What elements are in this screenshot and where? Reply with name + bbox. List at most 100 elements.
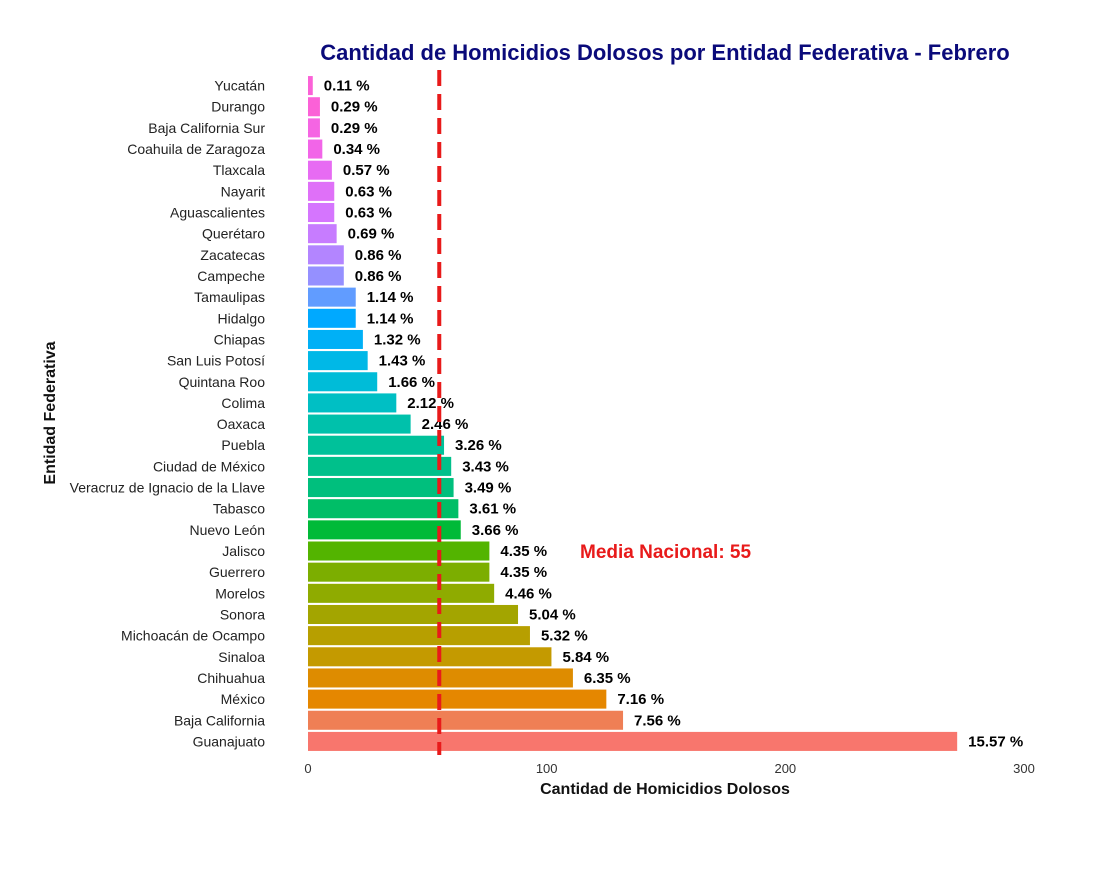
bar (308, 435, 445, 455)
category-label: Chihuahua (197, 670, 265, 686)
category-label: Quintana Roo (179, 374, 266, 390)
data-label: 7.16 % (617, 691, 664, 708)
data-label: 7.56 % (634, 712, 681, 729)
data-label: 0.29 % (331, 99, 378, 116)
data-label: 0.63 % (345, 183, 392, 200)
data-label: 1.14 % (367, 310, 414, 327)
data-label: 0.11 % (324, 78, 370, 95)
data-label: 6.35 % (584, 670, 631, 687)
data-label: 0.86 % (355, 268, 402, 285)
category-label: Morelos (215, 585, 265, 601)
bar (308, 372, 378, 392)
bar (308, 541, 490, 561)
bar (308, 689, 607, 709)
category-label: Oaxaca (217, 416, 265, 432)
category-label: Durango (211, 99, 265, 115)
bar (308, 710, 624, 730)
data-label: 1.32 % (374, 331, 421, 348)
bar (308, 520, 461, 540)
data-label: 0.86 % (355, 247, 402, 264)
bar (308, 287, 356, 307)
bar (308, 456, 452, 476)
category-label: San Luis Potosí (167, 353, 265, 369)
category-label: Zacatecas (200, 247, 265, 263)
category-label: Nayarit (221, 183, 265, 199)
category-label: Chiapas (214, 331, 265, 347)
mean-label: Media Nacional: 55 (580, 542, 751, 563)
data-label: 5.04 % (529, 606, 576, 623)
category-label: Baja California (174, 712, 265, 728)
x-tick-label: 300 (1013, 761, 1035, 776)
x-tick-label: 200 (774, 761, 796, 776)
data-label: 2.46 % (422, 416, 469, 433)
data-label: 3.26 % (455, 437, 502, 454)
bar (308, 329, 363, 349)
bar (308, 414, 411, 434)
data-label: 0.69 % (348, 226, 395, 243)
value-labels: 0.11 % 0.29 % 0.29 % 0.34 % 0.57 % 0.63 % 0.63… (324, 78, 1023, 751)
data-label: 5.32 % (541, 628, 588, 645)
bar (308, 308, 356, 328)
category-label: Baja California Sur (148, 120, 265, 136)
data-label: 4.35 % (500, 543, 547, 560)
data-label: 2.12 % (407, 395, 454, 412)
bars-group (308, 76, 958, 751)
x-tick-label: 100 (536, 761, 558, 776)
category-label: Tamaulipas (194, 289, 265, 305)
chart-title: Cantidad de Homicidios Dolosos por Entid… (320, 40, 1009, 65)
category-label: Guanajuato (193, 733, 266, 749)
bar (308, 245, 344, 265)
category-label: Aguascalientes (170, 205, 265, 221)
category-label: Tlaxcala (213, 162, 265, 178)
category-label: Campeche (197, 268, 265, 284)
category-label: Nuevo León (189, 522, 265, 538)
data-label: 15.57 % (968, 733, 1023, 750)
bar (308, 266, 344, 286)
x-axis-title: Cantidad de Homicidios Dolosos (540, 781, 790, 798)
data-label: 1.66 % (388, 374, 435, 391)
bar (308, 97, 320, 117)
x-tick-label: 0 (304, 761, 311, 776)
x-axis-ticks: 0 100 200 300 (304, 761, 1034, 776)
category-label: Sinaloa (218, 649, 265, 665)
category-labels: Yucatán Durango Baja California Sur Coahuil… (70, 78, 266, 750)
y-axis-title: Entidad Federativa (42, 341, 59, 484)
bar (308, 224, 337, 244)
data-label: 3.43 % (462, 458, 509, 475)
data-label: 4.35 % (500, 564, 547, 581)
bar (308, 160, 332, 180)
category-label: Jalisco (222, 543, 265, 559)
bar (308, 118, 320, 138)
data-label: 4.46 % (505, 585, 552, 602)
bar (308, 351, 368, 371)
bar (308, 562, 490, 582)
bar (308, 139, 323, 159)
bar (308, 583, 495, 603)
category-label: Querétaro (202, 226, 265, 242)
data-label: 0.29 % (331, 120, 378, 137)
category-label: Veracruz de Ignacio de la Llave (70, 480, 266, 496)
data-label: 5.84 % (562, 649, 609, 666)
data-label: 1.43 % (379, 353, 426, 370)
category-label: Guerrero (209, 564, 265, 580)
bar (308, 393, 397, 413)
bar (308, 731, 958, 751)
bar (308, 76, 313, 96)
category-label: Michoacán de Ocampo (121, 628, 265, 644)
data-label: 1.14 % (367, 289, 414, 306)
data-label: 0.34 % (333, 141, 380, 158)
bar (308, 181, 335, 201)
bar (308, 647, 552, 667)
category-label: Coahuila de Zaragoza (127, 141, 265, 157)
data-label: 3.61 % (469, 501, 516, 518)
data-label: 3.66 % (472, 522, 519, 539)
category-label: Ciudad de México (153, 458, 265, 474)
bar (308, 499, 459, 519)
category-label: Colima (221, 395, 265, 411)
bar (308, 626, 530, 646)
data-label: 0.57 % (343, 162, 390, 179)
data-label: 0.63 % (345, 205, 392, 222)
category-label: Hidalgo (218, 310, 266, 326)
category-label: Puebla (221, 437, 265, 453)
